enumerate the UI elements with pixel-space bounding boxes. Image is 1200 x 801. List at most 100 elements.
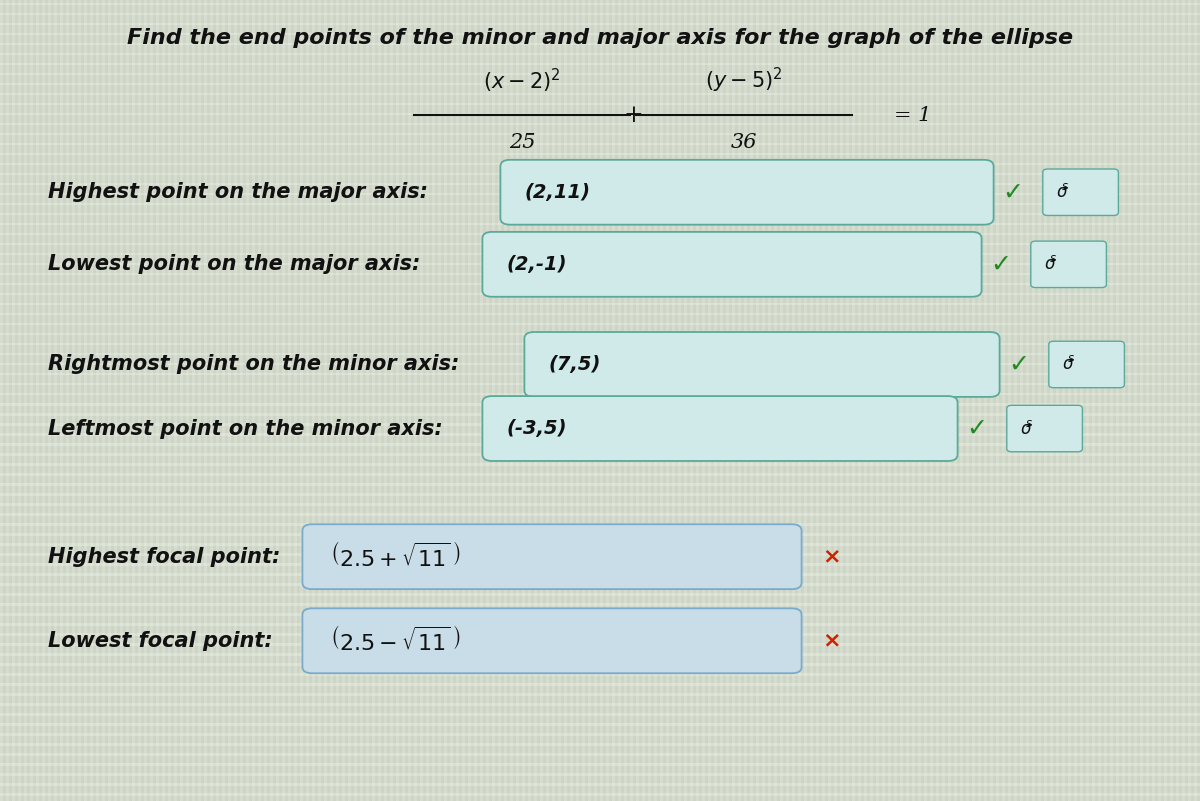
- Bar: [0, 278, 1200, 280]
- Text: Leftmost point on the minor axis:: Leftmost point on the minor axis:: [48, 419, 443, 438]
- Bar: [0, 303, 1200, 305]
- Text: Find the end points of the minor and major axis for the graph of the ellipse: Find the end points of the minor and maj…: [127, 28, 1073, 48]
- Bar: [0, 62, 1200, 65]
- Bar: [0, 418, 1200, 421]
- Bar: [156, 0, 158, 801]
- Bar: [276, 0, 278, 801]
- Bar: [342, 0, 346, 801]
- Text: Highest point on the major axis:: Highest point on the major axis:: [48, 183, 428, 202]
- Bar: [0, 739, 1200, 741]
- Bar: [984, 0, 986, 801]
- Bar: [474, 0, 478, 801]
- Bar: [0, 227, 1200, 231]
- Bar: [0, 363, 1200, 365]
- Bar: [0, 333, 1200, 336]
- Bar: [0, 238, 1200, 240]
- Bar: [0, 198, 1200, 200]
- Bar: [0, 708, 1200, 711]
- Text: $\sigma^{\!\!\!\mathit{s}}$: $\sigma^{\!\!\!\mathit{s}}$: [1020, 420, 1033, 437]
- Bar: [186, 0, 190, 801]
- Bar: [0, 233, 1200, 235]
- Bar: [0, 779, 1200, 781]
- Bar: [0, 373, 1200, 376]
- Bar: [0, 107, 1200, 110]
- Bar: [0, 248, 1200, 250]
- Bar: [1062, 0, 1066, 801]
- Text: Rightmost point on the minor axis:: Rightmost point on the minor axis:: [48, 355, 460, 374]
- Bar: [1074, 0, 1078, 801]
- Bar: [0, 703, 1200, 706]
- Bar: [48, 0, 50, 801]
- Bar: [0, 288, 1200, 291]
- Bar: [0, 13, 1200, 15]
- Bar: [858, 0, 862, 801]
- Bar: [0, 654, 1200, 656]
- Bar: [690, 0, 694, 801]
- Bar: [0, 634, 1200, 636]
- Bar: [0, 368, 1200, 370]
- Text: $\left(2.5-\sqrt{11}\,\right)$: $\left(2.5-\sqrt{11}\,\right)$: [330, 626, 461, 655]
- Bar: [1164, 0, 1166, 801]
- Bar: [402, 0, 406, 801]
- Bar: [0, 748, 1200, 751]
- Bar: [0, 18, 1200, 20]
- Bar: [1098, 0, 1102, 801]
- Bar: [0, 2, 1200, 5]
- Bar: [0, 118, 1200, 120]
- Bar: [0, 203, 1200, 205]
- Bar: [222, 0, 226, 801]
- Bar: [138, 0, 142, 801]
- Bar: [954, 0, 958, 801]
- Bar: [0, 463, 1200, 465]
- Bar: [0, 694, 1200, 696]
- Bar: [0, 588, 1200, 591]
- Bar: [372, 0, 374, 801]
- Bar: [906, 0, 910, 801]
- Bar: [810, 0, 814, 801]
- Bar: [120, 0, 122, 801]
- Bar: [444, 0, 446, 801]
- Text: ×: ×: [822, 631, 841, 650]
- Bar: [918, 0, 922, 801]
- Bar: [534, 0, 538, 801]
- Bar: [0, 578, 1200, 581]
- Bar: [0, 113, 1200, 115]
- Bar: [1050, 0, 1054, 801]
- Bar: [0, 718, 1200, 721]
- Bar: [0, 353, 1200, 356]
- Bar: [0, 428, 1200, 431]
- Bar: [0, 127, 1200, 130]
- Bar: [0, 167, 1200, 170]
- Text: (7,5): (7,5): [548, 355, 601, 374]
- Bar: [1146, 0, 1150, 801]
- Bar: [588, 0, 592, 801]
- Bar: [0, 458, 1200, 461]
- Bar: [1182, 0, 1186, 801]
- Bar: [378, 0, 382, 801]
- Bar: [192, 0, 194, 801]
- Text: $(x-2)^2$: $(x-2)^2$: [484, 66, 560, 95]
- Bar: [1086, 0, 1090, 801]
- Bar: [0, 483, 1200, 485]
- Bar: [1008, 0, 1012, 801]
- Bar: [0, 7, 1200, 10]
- Bar: [1158, 0, 1162, 801]
- Bar: [0, 683, 1200, 686]
- Bar: [1176, 0, 1178, 801]
- Bar: [366, 0, 370, 801]
- Bar: [0, 608, 1200, 610]
- Bar: [864, 0, 868, 801]
- Bar: [420, 0, 424, 801]
- Bar: [0, 143, 1200, 145]
- Bar: [270, 0, 274, 801]
- Bar: [60, 0, 62, 801]
- Text: Highest focal point:: Highest focal point:: [48, 547, 281, 566]
- Bar: [0, 138, 1200, 140]
- Bar: [0, 734, 1200, 736]
- Bar: [468, 0, 470, 801]
- Bar: [792, 0, 794, 801]
- Bar: [0, 574, 1200, 576]
- Bar: [0, 293, 1200, 296]
- Bar: [0, 508, 1200, 511]
- Bar: [648, 0, 650, 801]
